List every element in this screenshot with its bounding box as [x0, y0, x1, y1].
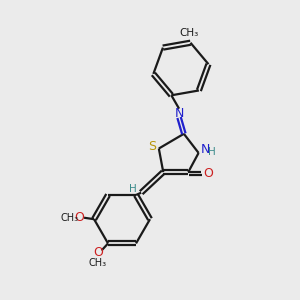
- Text: N: N: [200, 143, 210, 156]
- Text: N: N: [174, 106, 184, 120]
- Text: O: O: [75, 211, 85, 224]
- Text: H: H: [129, 184, 137, 194]
- Text: O: O: [203, 167, 213, 180]
- Text: CH₃: CH₃: [179, 28, 199, 38]
- Text: H: H: [208, 147, 216, 157]
- Text: CH₃: CH₃: [60, 213, 78, 223]
- Text: O: O: [93, 246, 103, 259]
- Text: S: S: [148, 140, 156, 153]
- Text: CH₃: CH₃: [89, 258, 107, 268]
